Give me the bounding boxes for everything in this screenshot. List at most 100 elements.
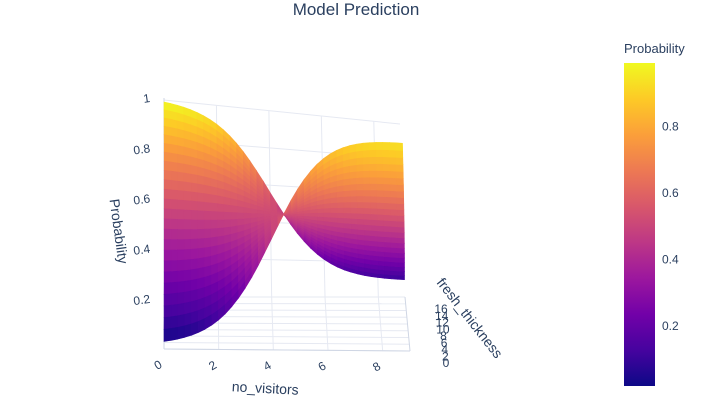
surface-patch xyxy=(223,204,232,213)
surface-patch xyxy=(397,242,405,249)
surface-patch xyxy=(177,199,185,211)
surface-patch xyxy=(382,142,390,151)
surface-patch xyxy=(370,189,378,197)
surface-patch xyxy=(163,198,172,210)
surface-patch xyxy=(397,257,405,263)
surface-patch xyxy=(230,198,238,207)
surface-patch xyxy=(170,239,178,251)
surface-patch xyxy=(356,149,364,159)
y-axis-line xyxy=(404,296,411,352)
surface-patch xyxy=(363,224,372,231)
surface-patch xyxy=(163,188,172,200)
surface-patch xyxy=(376,195,385,204)
surface[interactable] xyxy=(163,101,405,342)
surface-patch xyxy=(396,190,405,199)
surface-patch xyxy=(369,170,378,178)
surface-patch xyxy=(177,219,185,230)
surface-patch xyxy=(197,219,205,230)
colorbar-tick-label: 0.2 xyxy=(662,319,679,333)
surface-patch xyxy=(369,156,377,165)
surface-patch xyxy=(217,195,225,205)
surface-patch xyxy=(323,216,332,223)
y-tick-label: 6 xyxy=(441,336,448,350)
surface-patch xyxy=(350,195,358,203)
surface-patch xyxy=(357,212,365,220)
colorbar[interactable] xyxy=(624,63,655,386)
z-axis-ticks: 0.2 0.4 0.6 0.8 1 xyxy=(133,91,152,308)
surface-patch xyxy=(382,149,390,158)
surface-patch xyxy=(390,236,398,244)
surface-patch xyxy=(377,225,385,232)
surface-patch xyxy=(376,183,385,191)
surface-patch xyxy=(184,259,192,271)
surface-patch xyxy=(323,212,332,218)
surface-patch xyxy=(383,214,392,222)
surface-patch xyxy=(377,230,385,238)
y-tick-label: 8 xyxy=(440,329,447,343)
surface-patch xyxy=(184,219,192,230)
surface-patch xyxy=(163,316,172,330)
surface-patch xyxy=(350,212,358,220)
surface-patch xyxy=(170,281,178,295)
x-axis-title: no_visitors xyxy=(231,378,299,397)
z-tick-label: 0.2 xyxy=(133,292,152,308)
surface-patch xyxy=(163,169,172,181)
surface-patch xyxy=(170,304,178,318)
surface-patch xyxy=(337,212,345,219)
chart-title: Model Prediction xyxy=(293,0,420,19)
surface-patch xyxy=(349,177,358,185)
surface-patch xyxy=(395,149,404,159)
surface-patch xyxy=(163,228,172,240)
surface-patch xyxy=(388,142,397,151)
surface-patch xyxy=(183,200,192,211)
surface-patch xyxy=(170,208,178,220)
surface-patch xyxy=(190,258,199,271)
surface-patch xyxy=(183,181,192,193)
surface-patch xyxy=(377,219,385,227)
surface-patch xyxy=(170,327,179,341)
surface-patch xyxy=(310,215,318,221)
surface-patch xyxy=(177,180,185,192)
surface-patch xyxy=(163,125,171,137)
surface-patch xyxy=(343,217,352,224)
surface-patch xyxy=(376,202,385,210)
surface-patch xyxy=(384,241,392,248)
surface-patch xyxy=(163,151,172,163)
gridline xyxy=(164,329,409,332)
surface-patch xyxy=(376,156,384,165)
surface-patch xyxy=(197,266,205,280)
surface-patch xyxy=(163,249,172,262)
surface-patch xyxy=(383,176,391,185)
x-tick-label: 8 xyxy=(370,359,383,375)
surface-patch xyxy=(177,229,185,240)
y-tick-label: 4 xyxy=(441,343,448,357)
surface-patch xyxy=(397,220,405,228)
surface-patch xyxy=(337,217,345,224)
surface-patch xyxy=(170,152,178,164)
surface-patch xyxy=(349,143,357,153)
surface-patch xyxy=(357,228,365,236)
z-axis-title: Probability xyxy=(106,198,131,265)
surface-patch xyxy=(170,260,178,272)
surface-patch xyxy=(356,156,364,165)
surface-patch xyxy=(389,183,398,192)
surface-patch xyxy=(397,237,405,244)
surface-patch xyxy=(389,177,398,185)
surface-patch xyxy=(363,201,372,209)
surface-patch xyxy=(397,274,405,281)
gridline xyxy=(164,342,410,345)
surface-patch xyxy=(330,216,338,223)
surface-patch xyxy=(390,202,398,210)
surface-patch xyxy=(210,202,218,213)
surface-patch xyxy=(190,248,199,260)
surface-patch xyxy=(390,274,399,280)
surface-patch xyxy=(184,248,192,261)
surface-patch xyxy=(396,184,404,192)
surface-patch xyxy=(350,217,358,225)
surface-patch xyxy=(237,212,245,220)
surface-patch xyxy=(163,260,172,273)
surface-patch xyxy=(204,246,212,258)
surface-patch xyxy=(377,240,385,248)
surface-patch xyxy=(390,220,398,228)
